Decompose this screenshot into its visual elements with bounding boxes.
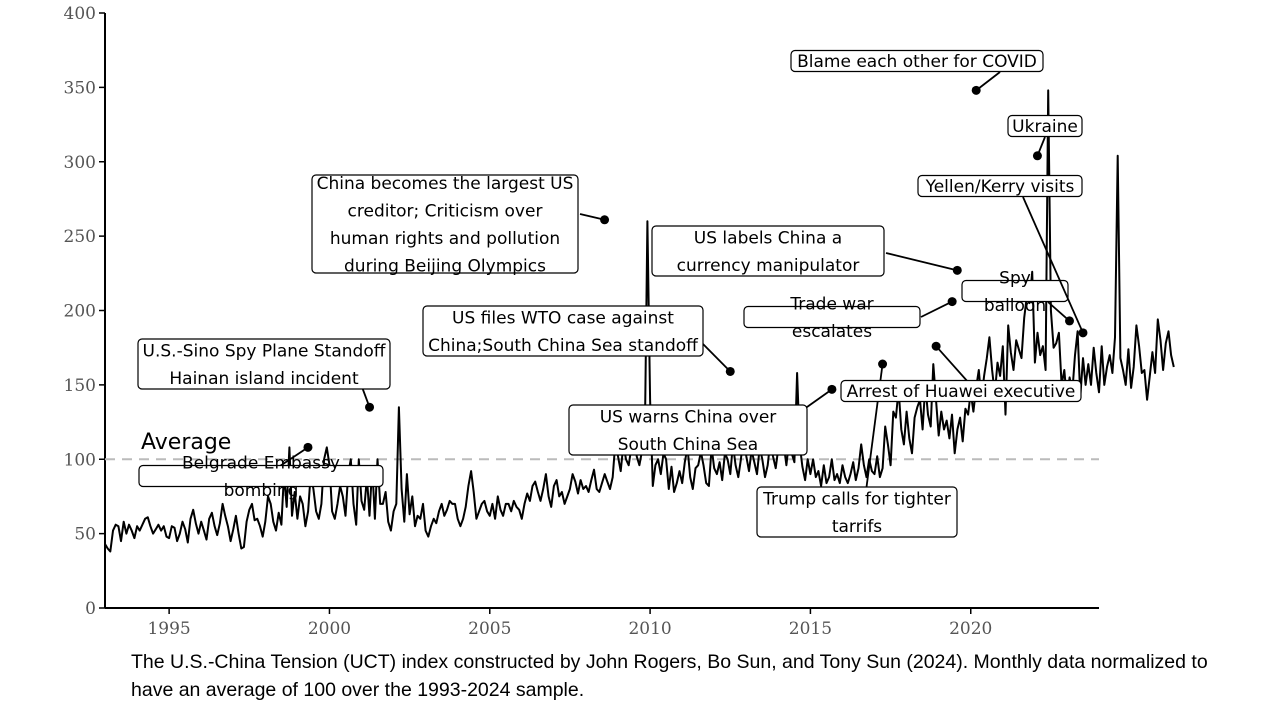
annotation-point: [303, 442, 313, 452]
y-tick-label: 50: [74, 525, 96, 545]
y-tick-label: 400: [64, 4, 96, 24]
annotation-label-line: currency manipulator: [677, 256, 860, 276]
y-tick-label: 100: [64, 450, 96, 470]
annotation-label-line: balloon: [984, 296, 1046, 316]
annotation-leader-line: [279, 446, 309, 467]
y-tick-label: 300: [64, 153, 96, 173]
annotation-label: China becomes the largest US creditor; Cr…: [317, 174, 574, 277]
annotation-point: [947, 297, 957, 307]
annotation-point: [878, 359, 888, 369]
annotation-label-line: China;South China Sea standoff: [428, 336, 699, 356]
annotation-leader-line: [920, 300, 953, 318]
annotation-point: [827, 384, 837, 394]
annotation-box: [756, 486, 958, 538]
annotation-label-line: Belgrade Embassy: [182, 453, 340, 473]
annotation-label: Ukraine: [1012, 117, 1078, 137]
annotation-box: [137, 338, 391, 390]
x-tick-label: 2010: [628, 619, 671, 639]
annotation-point: [1065, 316, 1075, 326]
annotation-box: [961, 279, 1069, 303]
annotation-box: [840, 379, 1082, 403]
annotation-box: [138, 464, 384, 488]
annotation-box: [1007, 114, 1083, 138]
annotation-label-line: US labels China a: [694, 228, 842, 248]
annotation-label-line: Hainan island incident: [169, 369, 359, 389]
annotation-label-line: U.S.-Sino Spy Plane Standoff: [143, 341, 387, 361]
annotation-point: [971, 85, 981, 95]
x-tick-label: 2015: [789, 619, 832, 639]
annotation-point: [1032, 151, 1042, 161]
axes: 0 50 100 150 200 250 300 350 400 1995 2000 2005 2010…: [64, 4, 1099, 639]
annotation-label-line: Yellen/Kerry visits: [925, 177, 1075, 197]
annotation-point: [931, 341, 941, 351]
annotation-label-line: US warns China over: [600, 407, 777, 427]
annotation-label-line: human rights and pollution: [330, 229, 560, 249]
annotation-label-line: tarrifs: [832, 517, 882, 537]
annotation-box: [651, 225, 885, 277]
annotation-label-line: Arrest of Huawei executive: [847, 382, 1076, 402]
annotation-point: [600, 215, 610, 225]
y-tick-label: 150: [64, 376, 96, 396]
figure-caption: The U.S.-China Tension (UCT) index const…: [131, 651, 1208, 701]
annotation-label-line: escalates: [792, 322, 872, 342]
x-tick-label: 2000: [308, 619, 351, 639]
annotation-leader-line: [975, 71, 1001, 92]
annotation-label-line: Trade war: [789, 294, 873, 314]
y-tick-label: 250: [64, 227, 96, 247]
annotation-label: US labels China a currency manipulator: [677, 228, 860, 276]
annotation-point: [1078, 328, 1088, 338]
annotation-label-line: China becomes the largest US: [317, 174, 574, 194]
annotations: Belgrade Embassy bombing U.S.-Sino Spy Pla…: [137, 49, 1088, 538]
annotation-box: [422, 305, 704, 357]
uct-index-chart: 0 50 100 150 200 250 300 350 400 1995 2000 2005 2010…: [64, 4, 1175, 639]
annotation-label: US warns China over South China Sea: [600, 407, 777, 455]
annotation-box: [568, 404, 808, 456]
y-tick-label: 0: [85, 599, 96, 619]
annotation-label: Spy balloon: [984, 268, 1046, 316]
annotation-label: Belgrade Embassy bombing: [182, 453, 340, 501]
x-tick-label: 2020: [949, 619, 992, 639]
annotation-label-line: Blame each other for COVID: [797, 52, 1037, 72]
annotation-label-line: during Beijing Olympics: [344, 256, 546, 276]
annotation-label: Yellen/Kerry visits: [925, 177, 1075, 197]
average-label: Average: [141, 430, 231, 455]
annotation-box: [311, 174, 579, 274]
annotation-leader-line: [1022, 196, 1084, 334]
annotation-label-line: US files WTO case against: [452, 308, 674, 328]
annotation-label-line: bombing: [224, 481, 299, 501]
x-tick-label: 1995: [147, 619, 190, 639]
annotation-leader-line: [885, 252, 958, 272]
annotation-point: [365, 402, 375, 412]
annotation-label: Trump calls for tighter tarrifs: [762, 489, 951, 537]
annotation-point: [725, 366, 735, 376]
annotation-label-line: South China Sea: [618, 435, 758, 455]
y-tick-label: 350: [64, 78, 96, 98]
annotation-label-line: Spy: [999, 268, 1031, 288]
annotation-point: [952, 265, 962, 275]
annotation-label: U.S.-Sino Spy Plane Standoff Hainan islan…: [143, 341, 387, 389]
annotation-leader-line: [702, 343, 731, 373]
annotation-box: [917, 174, 1083, 198]
annotation-box: [790, 49, 1044, 73]
annotation-box: [743, 305, 921, 329]
annotation-label-line: Ukraine: [1012, 117, 1078, 137]
annotation-label-line: Trump calls for tighter: [762, 489, 951, 509]
annotation-label: Arrest of Huawei executive: [847, 382, 1076, 402]
annotation-label: Trade war escalates: [789, 294, 873, 342]
x-tick-label: 2005: [468, 619, 511, 639]
annotation-label: Blame each other for COVID: [797, 52, 1037, 72]
annotation-label: US files WTO case against China;South Chi…: [428, 308, 699, 356]
annotation-leader-line: [1047, 301, 1071, 322]
annotation-label-line: creditor; Criticism over: [348, 201, 543, 221]
y-tick-label: 200: [64, 302, 96, 322]
